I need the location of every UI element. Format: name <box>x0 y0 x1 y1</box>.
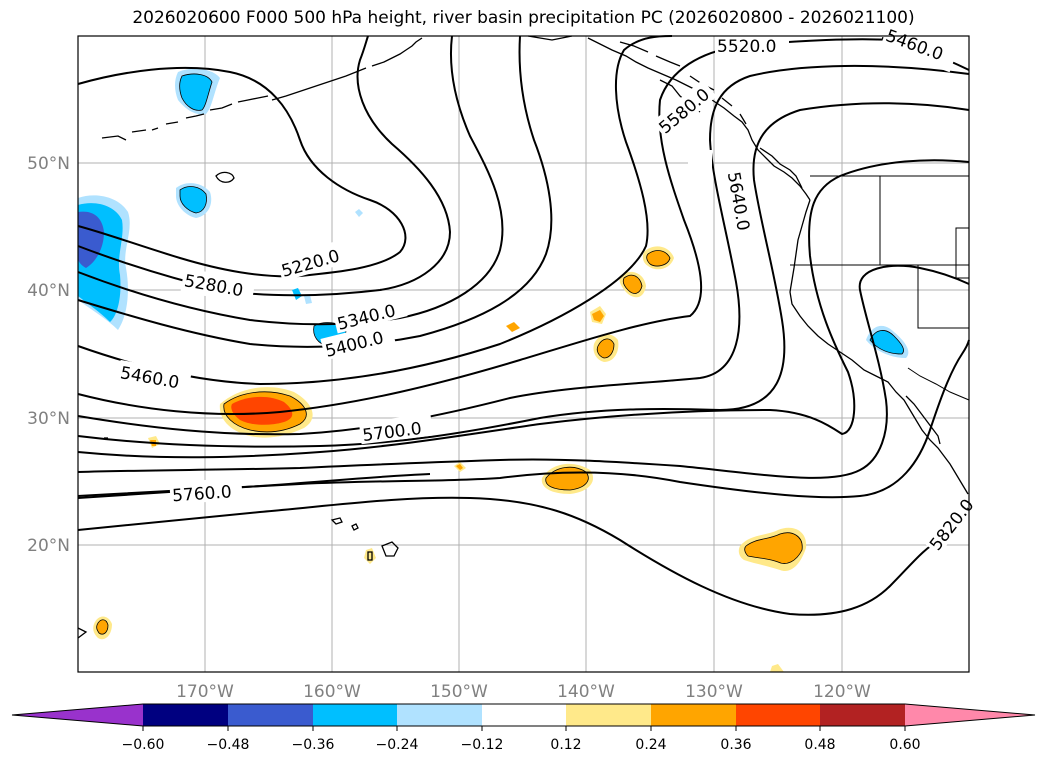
colorbar-tick-label: −0.24 <box>376 737 419 753</box>
height-contour-5760 <box>77 264 970 479</box>
map-title: 2026020600 F000 500 hPa height, river ba… <box>132 8 915 28</box>
height-contour-5220 <box>77 66 407 278</box>
height-contours <box>77 35 970 616</box>
map-frame <box>77 35 970 673</box>
colorbar-bin <box>820 704 905 726</box>
height-contour-5700 <box>77 159 970 459</box>
lon-label-120w: 120°W <box>813 682 871 702</box>
height-contour-5820-s <box>77 496 969 616</box>
lon-label-170w: 170°W <box>176 682 234 702</box>
colorbar-bin <box>651 704 736 726</box>
colorbar-tick-label: 0.48 <box>804 737 835 753</box>
map-background <box>78 36 969 672</box>
precip-negative-area <box>180 186 207 213</box>
colorbar-bin <box>313 704 397 726</box>
lat-labels: 50°N 40°N 30°N 20°N <box>27 154 70 556</box>
lon-label-160w: 160°W <box>303 682 361 702</box>
colorbar-tick-label: 0.24 <box>635 737 666 753</box>
precip-positive-area <box>231 396 293 425</box>
contour-label-5760: 5760.0 <box>172 482 233 506</box>
colorbar-bin <box>566 704 651 726</box>
height-contour-5640 <box>77 102 970 448</box>
colorbar-tick-label: 0.36 <box>720 737 751 753</box>
precip-negative-area <box>179 74 212 111</box>
height-contour-5460 <box>77 35 673 386</box>
precip-contour-outlines <box>96 73 904 635</box>
colorbar-extend-min <box>12 704 143 726</box>
colorbar: −0.60 −0.48 −0.36 −0.24 −0.12 0.12 0.24 … <box>11 703 1036 753</box>
lat-label-40n: 40°N <box>27 281 70 301</box>
colorbar-bin <box>482 704 566 726</box>
lat-label-20n: 20°N <box>27 536 70 556</box>
lon-labels: 170°W 160°W 150°W 140°W 130°W 120°W <box>176 682 871 702</box>
colorbar-bin <box>736 704 820 726</box>
colorbar-tick-label: −0.60 <box>122 737 165 753</box>
height-contour-5400 <box>77 35 553 348</box>
coastlines <box>77 35 970 639</box>
colorbar-extend-max <box>905 704 1035 726</box>
lon-label-150w: 150°W <box>430 682 488 702</box>
contour-label-5520: 5520.0 <box>717 37 776 57</box>
colorbar-tick-label: −0.48 <box>207 737 250 753</box>
lon-label-140w: 140°W <box>557 682 615 702</box>
height-contour-south <box>77 473 431 499</box>
lon-label-130w: 130°W <box>685 682 743 702</box>
lat-label-50n: 50°N <box>27 154 70 174</box>
colorbar-tick-label: −0.36 <box>292 737 335 753</box>
colorbar-bin <box>143 704 228 726</box>
colorbar-bin <box>228 704 313 726</box>
colorbar-bin <box>397 704 482 726</box>
lat-label-30n: 30°N <box>27 409 70 429</box>
colorbar-tick-label: 0.60 <box>889 737 920 753</box>
height-contour-5580 <box>77 64 970 436</box>
colorbar-tick-label: 0.12 <box>550 737 581 753</box>
colorbar-tick-label: −0.12 <box>461 737 504 753</box>
precip-negative-area <box>870 330 904 354</box>
height-contour-5340 <box>77 35 504 326</box>
